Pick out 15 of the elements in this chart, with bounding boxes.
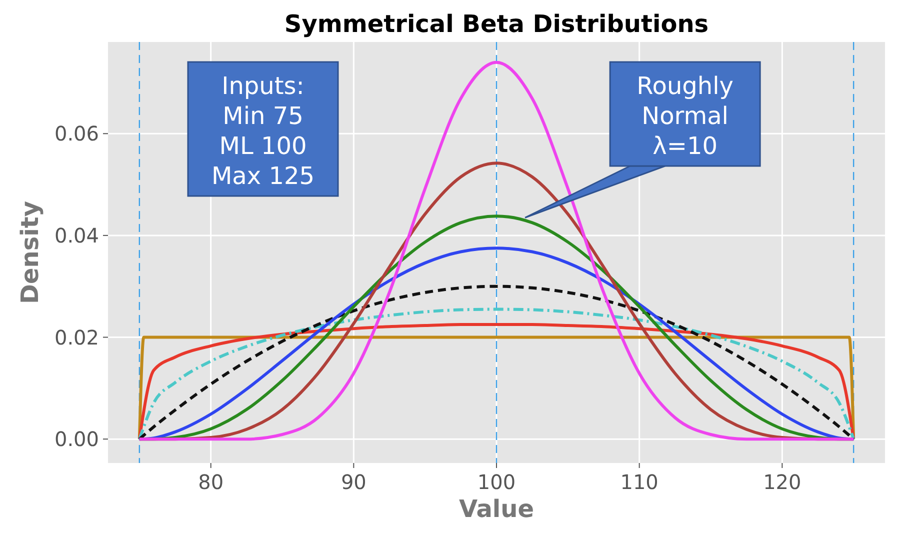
- y-tick-label: 0.04: [54, 223, 99, 248]
- annotation: Inputs: Min 75 ML 100 Max 125: [211, 72, 315, 190]
- annotation: Roughly Normal λ=10: [636, 72, 734, 160]
- x-tick-label: 120: [763, 470, 802, 494]
- x-tick-label: 100: [477, 470, 516, 494]
- line-series: [138, 60, 856, 441]
- y-tick-label: 0.00: [54, 427, 99, 452]
- x-tick-label: 80: [198, 470, 224, 494]
- y-tick-label: 0.06: [54, 122, 99, 146]
- x-axis-title: Value: [458, 495, 534, 523]
- x-tick-label: 110: [620, 470, 658, 494]
- y-tick-label: 0.02: [54, 325, 99, 350]
- chart-title: Symmetrical Beta Distributions: [284, 10, 709, 38]
- y-axis-title: Density: [16, 200, 44, 304]
- x-tick-label: 90: [340, 470, 366, 494]
